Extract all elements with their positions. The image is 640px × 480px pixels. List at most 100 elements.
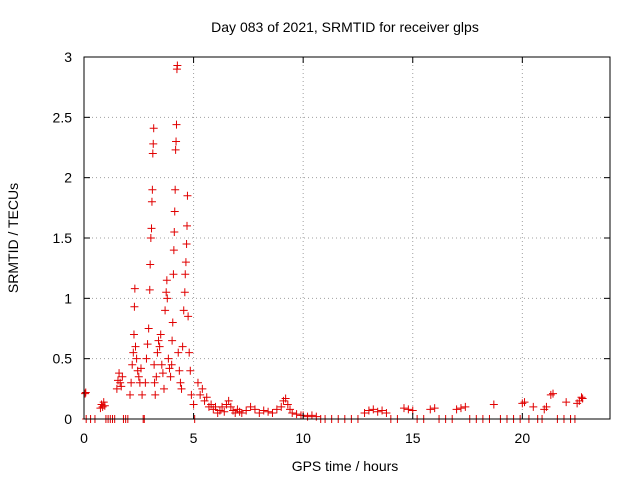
data-point	[148, 185, 157, 194]
data-point	[100, 401, 109, 410]
data-point	[171, 145, 180, 154]
data-point	[129, 330, 138, 339]
chart-title: Day 083 of 2021, SRMTID for receiver glp…	[211, 19, 479, 35]
data-point	[150, 378, 159, 387]
data-point	[187, 390, 196, 399]
data-point	[288, 408, 297, 417]
data-point	[146, 234, 155, 242]
data-point	[130, 302, 139, 311]
data-points	[81, 61, 587, 423]
data-point	[307, 411, 316, 420]
y-tick-label: 0.5	[53, 351, 73, 367]
data-point	[99, 398, 108, 407]
data-point	[150, 360, 159, 369]
data-point	[143, 340, 152, 349]
data-point	[426, 405, 435, 414]
data-point	[178, 342, 187, 351]
data-point	[529, 402, 538, 411]
data-point	[134, 372, 143, 381]
data-point	[542, 402, 551, 411]
data-point	[184, 312, 193, 321]
data-point	[489, 400, 498, 409]
data-point	[520, 398, 529, 407]
data-point	[144, 324, 153, 333]
data-point	[186, 366, 195, 375]
data-point	[399, 404, 408, 413]
data-point	[157, 360, 166, 369]
data-point	[129, 348, 138, 357]
data-point	[179, 306, 188, 315]
data-point	[292, 410, 301, 419]
data-point	[546, 390, 555, 399]
data-point	[146, 260, 155, 269]
data-point	[142, 354, 151, 363]
data-point	[382, 408, 391, 417]
y-tick-label: 1.5	[53, 230, 73, 246]
data-point	[167, 360, 176, 369]
data-point	[286, 405, 295, 414]
x-tick-label: 5	[190, 430, 198, 446]
data-point	[141, 378, 150, 387]
data-point	[127, 378, 136, 387]
data-point	[224, 396, 233, 405]
data-point	[174, 348, 183, 357]
y-tick-label: 1	[64, 290, 72, 306]
y-tick-label: 0	[64, 411, 72, 427]
data-point	[452, 405, 461, 414]
data-point	[173, 61, 182, 70]
data-point	[170, 227, 179, 236]
y-tick-label: 2.5	[53, 109, 73, 125]
data-point	[176, 378, 185, 387]
data-point	[155, 342, 164, 351]
data-point	[166, 372, 175, 381]
data-point	[148, 149, 157, 158]
data-point	[152, 372, 161, 381]
data-point	[360, 408, 369, 417]
data-point	[264, 407, 273, 416]
data-point	[136, 364, 145, 373]
data-point	[200, 396, 209, 405]
data-point	[430, 404, 439, 413]
data-point	[378, 406, 387, 415]
data-point	[118, 372, 127, 381]
data-point	[171, 185, 180, 194]
data-point	[237, 408, 246, 417]
data-point	[158, 369, 167, 378]
data-point	[277, 402, 286, 411]
x-tick-label: 20	[515, 430, 531, 446]
data-point	[185, 348, 194, 357]
data-point	[364, 406, 373, 415]
data-point	[183, 191, 192, 200]
data-point	[132, 354, 141, 363]
data-point	[180, 288, 189, 297]
data-point	[255, 408, 264, 417]
axis-ticks: 0 5 10 15 20 0 0.5 1 1.5 2 2.5 3	[53, 49, 610, 446]
data-point	[246, 402, 255, 411]
data-point	[151, 390, 160, 399]
data-point	[147, 224, 156, 233]
data-point	[577, 393, 586, 402]
data-point	[130, 284, 139, 293]
data-point	[162, 288, 171, 297]
data-point	[112, 384, 121, 393]
grid-lines	[84, 57, 610, 419]
data-point	[578, 394, 587, 403]
data-point	[281, 394, 290, 403]
data-point	[177, 384, 186, 393]
data-point	[168, 318, 177, 327]
data-point	[128, 360, 137, 369]
data-point	[283, 400, 292, 409]
data-point	[198, 384, 207, 393]
data-point	[145, 285, 154, 294]
data-point	[183, 221, 192, 230]
data-point	[165, 364, 174, 373]
data-point	[196, 390, 205, 399]
data-point	[373, 407, 382, 416]
data-point	[163, 294, 172, 303]
x-axis-label: GPS time / hours	[292, 458, 399, 474]
data-point	[369, 405, 378, 414]
data-point	[202, 393, 211, 402]
x-tick-label: 10	[295, 430, 311, 446]
data-point	[149, 139, 158, 148]
data-point	[131, 342, 140, 351]
